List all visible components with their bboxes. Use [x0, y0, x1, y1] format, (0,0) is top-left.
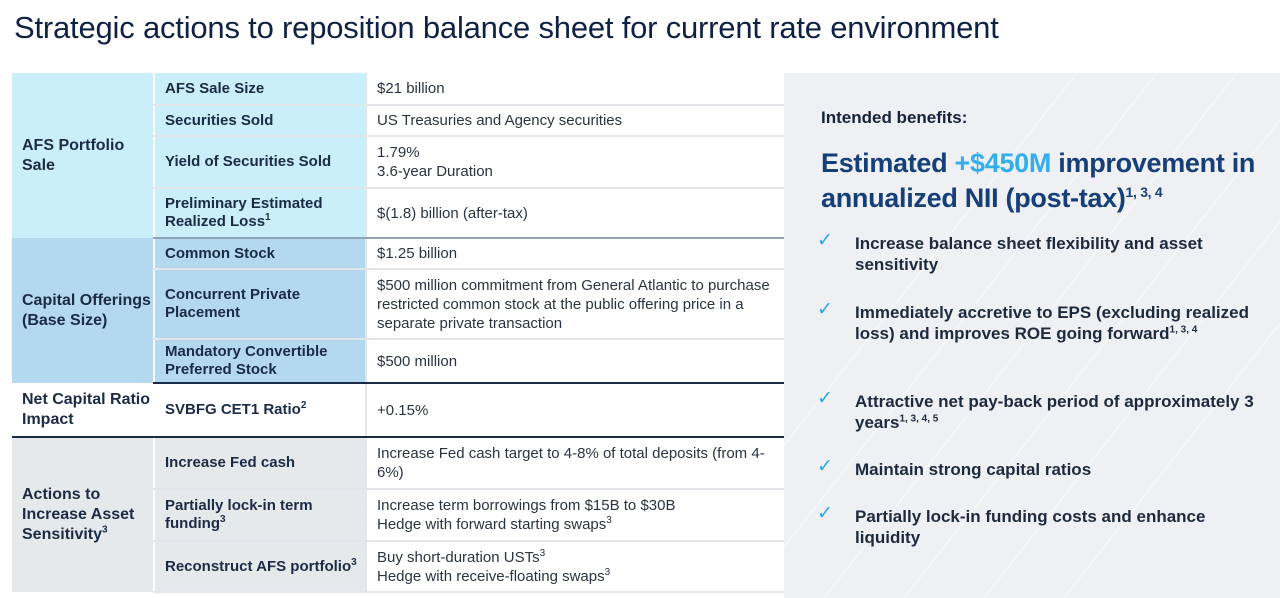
row-value: Increase term borrowings from $15B to $3…	[365, 489, 784, 542]
row-label: Common Stock	[153, 238, 366, 270]
table-row: Securities Sold US Treasuries and Agency…	[12, 105, 784, 137]
check-icon: ✓	[817, 299, 833, 320]
group-label-afs: AFS Portfolio Sale	[12, 73, 154, 238]
table-row: Preliminary Estimated Realized Loss1 $(1…	[12, 188, 784, 239]
row-value: US Treasuries and Agency securities	[365, 105, 784, 137]
row-value: $500 million	[365, 339, 784, 384]
benefits-headline: Estimated +$450M improvement in annualiz…	[821, 148, 1256, 213]
row-label: Concurrent Private Placement	[153, 269, 366, 340]
table-row: Capital Offerings (Base Size) Common Sto…	[12, 238, 784, 383]
row-value: 1.79% 3.6-year Duration	[365, 136, 784, 189]
summary-table: AFS Portfolio Sale AFS Sale Size $21 bil…	[12, 73, 784, 593]
page-title: Strategic actions to reposition balance …	[14, 10, 999, 45]
row-value: +0.15%	[365, 383, 784, 438]
row-label: AFS Sale Size	[153, 73, 366, 106]
row-value: $500 million commitment from General Atl…	[365, 269, 784, 340]
table-row: Partially lock-in term funding3 Increase…	[12, 489, 784, 542]
group-label-actions: Actions to Increase Asset Sensitivity3	[12, 437, 154, 592]
group-label-ratio: Net Capital Ratio Impact	[12, 383, 154, 438]
value-line: Buy short-duration USTs3	[377, 547, 546, 566]
value-line: 1.79%	[377, 144, 420, 161]
table-row: Reconstruct AFS portfolio3 Buy short-dur…	[12, 541, 784, 593]
table-row: AFS Portfolio Sale AFS Sale Size $21 bil…	[12, 73, 784, 238]
benefit-text: Attractive net pay-back period of approx…	[855, 392, 1254, 432]
benefit-text: Partially lock-in funding costs and enha…	[855, 507, 1206, 547]
row-label: Partially lock-in term funding3	[153, 489, 366, 542]
headline-accent: +$450M	[954, 148, 1052, 178]
row-label: Reconstruct AFS portfolio3	[153, 541, 366, 593]
table-row: Concurrent Private Placement $500 millio…	[12, 269, 784, 340]
table-row: Net Capital Ratio Impact SVBFG CET1 Rati…	[12, 383, 784, 438]
background-stripes	[784, 73, 1280, 598]
row-value: $21 billion	[365, 73, 784, 106]
row-label: Preliminary Estimated Realized Loss1	[153, 188, 366, 239]
row-value: $(1.8) billion (after-tax)	[365, 188, 784, 239]
benefit-text: Increase balance sheet flexibility and a…	[855, 234, 1203, 274]
row-value: $1.25 billion	[365, 238, 784, 270]
row-label: Increase Fed cash	[153, 437, 366, 490]
row-label: Mandatory Convertible Preferred Stock	[153, 339, 366, 384]
benefits-panel: Intended benefits: Estimated +$450M impr…	[784, 73, 1280, 598]
value-line: Hedge with receive-floating swaps3	[377, 566, 611, 585]
value-line: 3.6-year Duration	[377, 163, 493, 180]
benefits-heading: Intended benefits:	[821, 108, 968, 127]
table-row: Actions to Increase Asset Sensitivity3 I…	[12, 437, 784, 592]
row-label: Yield of Securities Sold	[153, 136, 366, 189]
table-row: Mandatory Convertible Preferred Stock $5…	[12, 339, 784, 384]
benefit-text: Immediately accretive to EPS (excluding …	[855, 303, 1249, 343]
check-icon: ✓	[817, 388, 833, 409]
row-label: Securities Sold	[153, 105, 366, 137]
row-value: Increase Fed cash target to 4-8% of tota…	[365, 437, 784, 490]
value-line: Hedge with forward starting swaps3	[377, 515, 612, 534]
check-icon: ✓	[817, 456, 833, 477]
group-label-capital: Capital Offerings (Base Size)	[12, 238, 154, 383]
benefit-text: Maintain strong capital ratios	[855, 460, 1092, 479]
row-label: SVBFG CET1 Ratio2	[153, 383, 366, 438]
check-icon: ✓	[817, 503, 833, 524]
table-row: Yield of Securities Sold 1.79% 3.6-year …	[12, 136, 784, 189]
value-line: Increase term borrowings from $15B to $3…	[377, 497, 676, 514]
row-value: Buy short-duration USTs3 Hedge with rece…	[365, 541, 784, 593]
check-icon: ✓	[817, 230, 833, 251]
